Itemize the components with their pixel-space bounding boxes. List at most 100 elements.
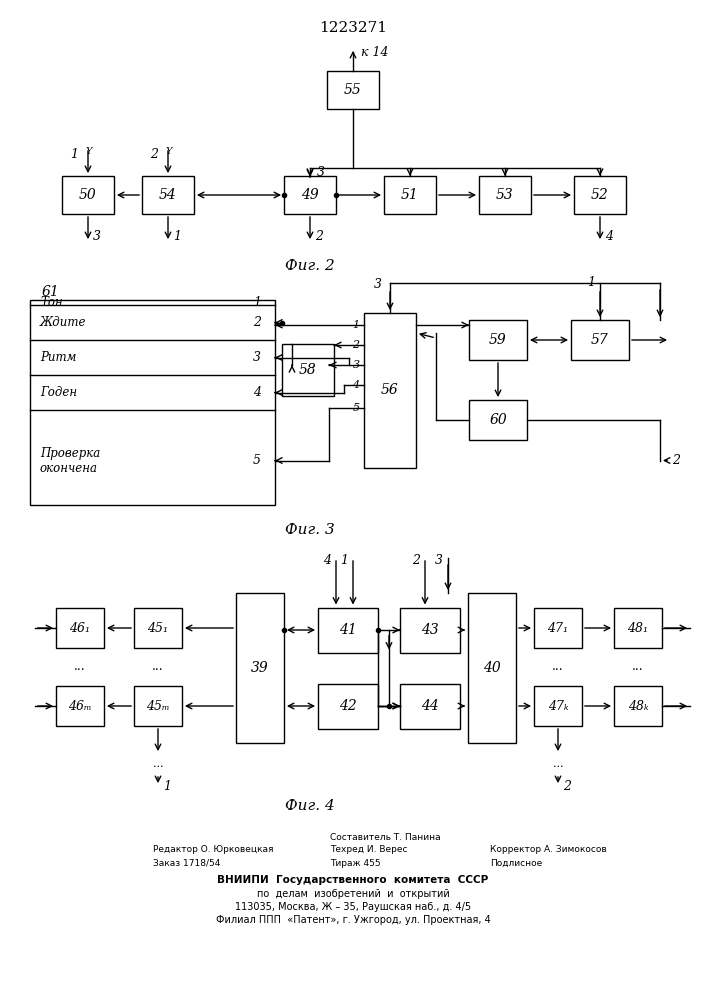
Text: Редактор О. Юрковецкая: Редактор О. Юрковецкая — [153, 845, 274, 854]
Bar — [236, 593, 284, 743]
Text: 43: 43 — [421, 623, 439, 637]
Text: Фиг. 2: Фиг. 2 — [285, 259, 335, 273]
Text: ...: ... — [553, 759, 563, 769]
Text: Тон: Тон — [40, 296, 63, 309]
Text: Ждите: Ждите — [40, 316, 86, 329]
Bar — [571, 320, 629, 360]
Bar — [56, 686, 104, 726]
Bar — [134, 608, 182, 648]
Text: Y: Y — [86, 146, 93, 155]
Text: 4: 4 — [605, 230, 613, 242]
Bar — [318, 684, 378, 728]
Text: 59: 59 — [489, 333, 507, 347]
Text: 3: 3 — [435, 554, 443, 566]
Text: 2: 2 — [412, 554, 420, 566]
Text: ВНИИПИ  Государственного  комитета  СССР: ВНИИПИ Государственного комитета СССР — [217, 875, 489, 885]
Text: 47ₖ: 47ₖ — [548, 700, 568, 712]
Bar — [574, 176, 626, 214]
Text: 41: 41 — [339, 623, 357, 637]
Text: 49: 49 — [301, 188, 319, 202]
Text: 4: 4 — [323, 554, 331, 566]
Text: к 14: к 14 — [361, 45, 389, 58]
Text: 1: 1 — [163, 780, 171, 792]
Text: Техред И. Верес: Техред И. Верес — [330, 845, 407, 854]
Text: 1223271: 1223271 — [319, 21, 387, 35]
Text: 57: 57 — [591, 333, 609, 347]
Text: 3: 3 — [253, 351, 261, 364]
Text: 2: 2 — [150, 147, 158, 160]
Bar — [56, 608, 104, 648]
Bar — [469, 320, 527, 360]
Bar — [318, 607, 378, 652]
Text: 5: 5 — [352, 403, 360, 413]
Text: ...: ... — [632, 660, 644, 674]
Bar — [62, 176, 114, 214]
Text: 3: 3 — [93, 230, 101, 242]
Text: Годен: Годен — [40, 386, 77, 399]
Bar — [400, 607, 460, 652]
Text: 1: 1 — [340, 554, 348, 566]
Text: Заказ 1718/54: Заказ 1718/54 — [153, 859, 221, 868]
Text: Y: Y — [166, 146, 173, 155]
Text: 5: 5 — [253, 454, 261, 467]
Text: ...: ... — [552, 660, 563, 674]
Text: 51: 51 — [401, 188, 419, 202]
Text: 3: 3 — [317, 166, 325, 180]
Text: Тираж 455: Тираж 455 — [330, 859, 380, 868]
Text: 44: 44 — [421, 699, 439, 713]
Text: 50: 50 — [79, 188, 97, 202]
Bar — [614, 686, 662, 726]
Text: 2: 2 — [563, 780, 571, 792]
Text: ...: ... — [74, 660, 86, 674]
Text: Ритм: Ритм — [40, 351, 76, 364]
Text: 2: 2 — [315, 230, 323, 242]
Bar — [468, 593, 516, 743]
Text: 45₁: 45₁ — [148, 621, 168, 635]
Text: 3: 3 — [374, 278, 382, 292]
Text: 61: 61 — [42, 285, 60, 299]
Text: 58: 58 — [299, 363, 317, 377]
Bar — [284, 176, 336, 214]
Text: Фиг. 3: Фиг. 3 — [285, 523, 335, 537]
Bar — [282, 344, 334, 396]
Text: 48₁: 48₁ — [628, 621, 648, 635]
Text: Проверка
окончена: Проверка окончена — [40, 446, 100, 475]
Text: Фиг. 4: Фиг. 4 — [285, 799, 335, 813]
Text: 1: 1 — [587, 276, 595, 290]
Text: 54: 54 — [159, 188, 177, 202]
Text: 53: 53 — [496, 188, 514, 202]
Bar — [469, 400, 527, 440]
Bar — [614, 608, 662, 648]
Text: 4: 4 — [253, 386, 261, 399]
Text: 46₁: 46₁ — [69, 621, 90, 635]
Text: 47₁: 47₁ — [547, 621, 568, 635]
Text: 2: 2 — [253, 316, 261, 329]
Text: 56: 56 — [381, 383, 399, 397]
Text: Филиал ППП  «Патент», г. Ужгород, ул. Проектная, 4: Филиал ППП «Патент», г. Ужгород, ул. Про… — [216, 915, 491, 925]
Text: Составитель Т. Панина: Составитель Т. Панина — [330, 833, 440, 842]
Text: Подлисное: Подлисное — [490, 859, 542, 868]
Bar — [142, 176, 194, 214]
Text: 46ₘ: 46ₘ — [68, 700, 92, 712]
Bar — [479, 176, 531, 214]
Text: ...: ... — [153, 759, 163, 769]
Bar — [364, 313, 416, 468]
Bar — [134, 686, 182, 726]
Text: 2: 2 — [672, 454, 680, 467]
Text: 4: 4 — [352, 380, 360, 390]
Text: 1: 1 — [173, 230, 181, 242]
Text: 45ₘ: 45ₘ — [146, 700, 170, 712]
Bar — [534, 608, 582, 648]
Text: Корректор А. Зимокосов: Корректор А. Зимокосов — [490, 845, 607, 854]
Text: 52: 52 — [591, 188, 609, 202]
Text: 2: 2 — [352, 340, 360, 350]
Text: 48ₖ: 48ₖ — [628, 700, 648, 712]
Bar — [534, 686, 582, 726]
Text: 55: 55 — [344, 83, 362, 97]
Text: 1: 1 — [70, 147, 78, 160]
Bar — [327, 71, 379, 109]
Bar — [400, 684, 460, 728]
Text: 60: 60 — [489, 413, 507, 427]
Text: 40: 40 — [483, 661, 501, 675]
Text: 3: 3 — [352, 360, 360, 370]
